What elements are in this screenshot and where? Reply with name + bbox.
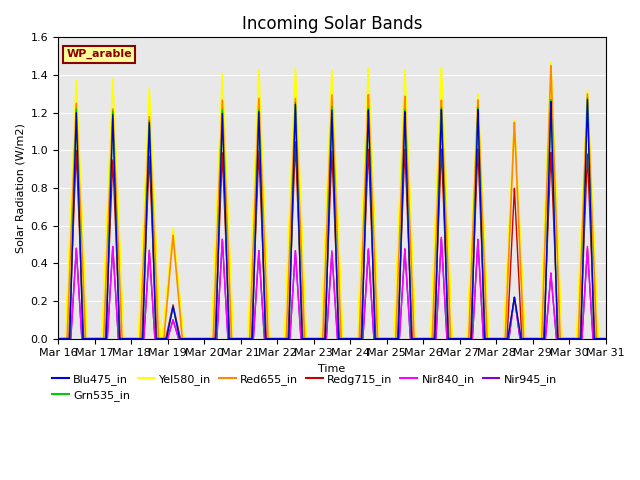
Nir945_in bbox=[408, 336, 415, 342]
Nir840_in bbox=[438, 235, 445, 240]
Red655_in bbox=[600, 336, 607, 342]
Red655_in bbox=[166, 274, 173, 279]
Nir840_in bbox=[408, 336, 415, 342]
Nir840_in bbox=[54, 336, 62, 342]
Redg715_in bbox=[602, 336, 609, 342]
X-axis label: Time: Time bbox=[318, 364, 346, 374]
Blu475_in bbox=[408, 332, 415, 338]
Red655_in bbox=[259, 205, 267, 211]
Redg715_in bbox=[600, 336, 607, 342]
Redg715_in bbox=[292, 139, 300, 144]
Blu475_in bbox=[485, 336, 493, 342]
Nir945_in bbox=[54, 336, 62, 342]
Line: Redg715_in: Redg715_in bbox=[58, 142, 605, 339]
Grn535_in bbox=[602, 336, 609, 342]
Nir945_in bbox=[259, 315, 267, 321]
Blu475_in bbox=[584, 96, 591, 102]
Grn535_in bbox=[408, 332, 415, 338]
Grn535_in bbox=[259, 252, 267, 258]
Line: Nir840_in: Nir840_in bbox=[58, 238, 605, 339]
Y-axis label: Solar Radiation (W/m2): Solar Radiation (W/m2) bbox=[15, 123, 25, 253]
Yel580_in bbox=[602, 336, 609, 342]
Yel580_in bbox=[54, 336, 62, 342]
Nir840_in bbox=[485, 336, 493, 342]
Grn535_in bbox=[166, 322, 173, 327]
Nir840_in bbox=[600, 336, 607, 342]
Blu475_in bbox=[600, 336, 607, 342]
Grn535_in bbox=[600, 336, 607, 342]
Blu475_in bbox=[166, 322, 173, 327]
Nir945_in bbox=[438, 236, 445, 242]
Red655_in bbox=[547, 63, 555, 69]
Yel580_in bbox=[600, 336, 607, 342]
Nir945_in bbox=[485, 336, 493, 342]
Redg715_in bbox=[172, 312, 179, 318]
Line: Red655_in: Red655_in bbox=[58, 66, 605, 339]
Grn535_in bbox=[485, 336, 493, 342]
Redg715_in bbox=[408, 316, 415, 322]
Line: Nir945_in: Nir945_in bbox=[58, 239, 605, 339]
Redg715_in bbox=[166, 319, 173, 324]
Redg715_in bbox=[54, 336, 62, 342]
Text: WP_arable: WP_arable bbox=[67, 49, 132, 59]
Red655_in bbox=[54, 336, 62, 342]
Blu475_in bbox=[54, 336, 62, 342]
Blu475_in bbox=[259, 253, 267, 259]
Legend: Blu475_in, Grn535_in, Yel580_in, Red655_in, Redg715_in, Nir840_in, Nir945_in: Blu475_in, Grn535_in, Yel580_in, Red655_… bbox=[47, 369, 561, 406]
Blu475_in bbox=[602, 336, 609, 342]
Yel580_in bbox=[485, 336, 493, 342]
Line: Blu475_in: Blu475_in bbox=[58, 99, 605, 339]
Nir945_in bbox=[166, 329, 173, 335]
Grn535_in bbox=[584, 95, 591, 101]
Nir840_in bbox=[166, 329, 173, 335]
Title: Incoming Solar Bands: Incoming Solar Bands bbox=[242, 15, 422, 33]
Red655_in bbox=[602, 336, 609, 342]
Nir945_in bbox=[602, 336, 609, 342]
Blu475_in bbox=[172, 314, 179, 320]
Nir945_in bbox=[600, 336, 607, 342]
Yel580_in bbox=[172, 246, 179, 252]
Line: Yel580_in: Yel580_in bbox=[58, 62, 605, 339]
Yel580_in bbox=[259, 169, 267, 175]
Grn535_in bbox=[172, 314, 179, 320]
Nir840_in bbox=[259, 315, 267, 321]
Nir945_in bbox=[172, 324, 179, 330]
Nir840_in bbox=[172, 324, 179, 330]
Line: Grn535_in: Grn535_in bbox=[58, 98, 605, 339]
Red655_in bbox=[172, 256, 179, 262]
Yel580_in bbox=[166, 262, 173, 267]
Red655_in bbox=[485, 336, 493, 342]
Redg715_in bbox=[259, 255, 267, 261]
Yel580_in bbox=[408, 226, 415, 231]
Yel580_in bbox=[547, 59, 555, 65]
Redg715_in bbox=[485, 336, 493, 342]
Grn535_in bbox=[54, 336, 62, 342]
Nir840_in bbox=[602, 336, 609, 342]
Red655_in bbox=[408, 265, 415, 271]
